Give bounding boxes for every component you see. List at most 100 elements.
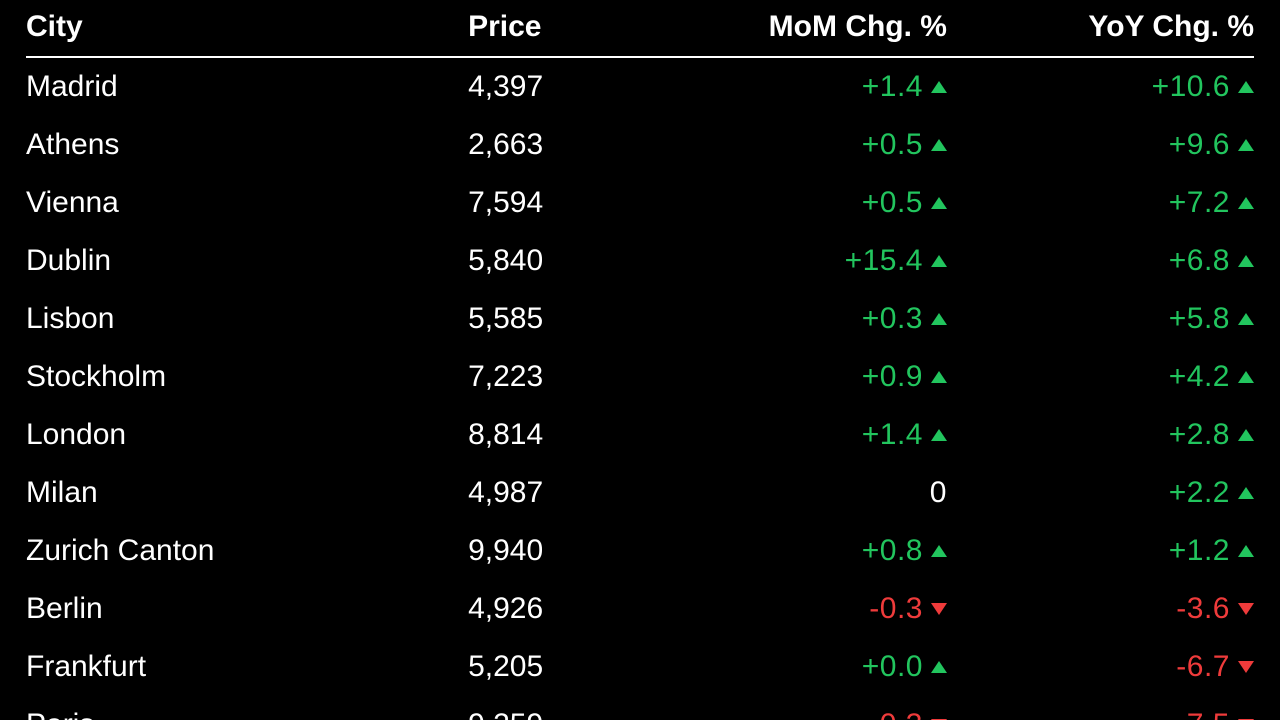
cell-mom: +1.4 bbox=[640, 406, 947, 464]
cell-city: London bbox=[26, 406, 468, 464]
cell-price: 5,585 bbox=[468, 290, 640, 348]
arrow-up-icon bbox=[931, 255, 947, 267]
cell-city: Athens bbox=[26, 116, 468, 174]
mom-change: +15.4 bbox=[845, 244, 947, 278]
mom-value: -0.3 bbox=[869, 592, 923, 626]
cell-mom: +1.4 bbox=[640, 57, 947, 116]
cell-yoy: +6.8 bbox=[947, 232, 1254, 290]
yoy-value: +10.6 bbox=[1152, 70, 1230, 104]
arrow-down-icon bbox=[1238, 603, 1254, 615]
mom-value: +0.5 bbox=[862, 128, 923, 162]
cell-yoy: +10.6 bbox=[947, 57, 1254, 116]
cell-mom: +0.9 bbox=[640, 348, 947, 406]
mom-change: +1.4 bbox=[862, 70, 947, 104]
mom-value: 0 bbox=[930, 476, 947, 510]
arrow-up-icon bbox=[1238, 313, 1254, 325]
mom-value: -0.3 bbox=[869, 708, 923, 720]
mom-value: +15.4 bbox=[845, 244, 923, 278]
cell-price: 2,663 bbox=[468, 116, 640, 174]
table-row: Madrid4,397 +1.4 +10.6 bbox=[26, 57, 1254, 116]
mom-change: -0.3 bbox=[869, 708, 947, 720]
cell-price: 7,594 bbox=[468, 174, 640, 232]
table-row: Zurich Canton9,940+0.8+1.2 bbox=[26, 522, 1254, 580]
mom-change: +0.3 bbox=[862, 302, 947, 336]
cell-yoy: +9.6 bbox=[947, 116, 1254, 174]
cell-mom: +0.5 bbox=[640, 116, 947, 174]
arrow-up-icon bbox=[931, 139, 947, 151]
cell-city: Zurich Canton bbox=[26, 522, 468, 580]
cell-mom: 0 bbox=[640, 464, 947, 522]
mom-change: 0 bbox=[930, 476, 947, 510]
cell-city: Dublin bbox=[26, 232, 468, 290]
cell-yoy: +1.2 bbox=[947, 522, 1254, 580]
cell-price: 7,223 bbox=[468, 348, 640, 406]
mom-value: +0.9 bbox=[862, 360, 923, 394]
arrow-up-icon bbox=[931, 197, 947, 209]
table-row: Dublin5,840+15.4+6.8 bbox=[26, 232, 1254, 290]
mom-value: +0.3 bbox=[862, 302, 923, 336]
table-header-row: City Price MoM Chg. % YoY Chg. % bbox=[26, 0, 1254, 57]
arrow-up-icon bbox=[931, 371, 947, 383]
price-table-container: City Price MoM Chg. % YoY Chg. % Madrid4… bbox=[0, 0, 1280, 720]
yoy-value: +6.8 bbox=[1169, 244, 1230, 278]
yoy-value: -7.5 bbox=[1176, 708, 1230, 720]
cell-price: 5,205 bbox=[468, 638, 640, 696]
cell-city: Stockholm bbox=[26, 348, 468, 406]
yoy-value: +5.8 bbox=[1169, 302, 1230, 336]
price-table: City Price MoM Chg. % YoY Chg. % Madrid4… bbox=[26, 0, 1254, 720]
arrow-up-icon bbox=[1238, 429, 1254, 441]
cell-city: Vienna bbox=[26, 174, 468, 232]
cell-mom: +0.8 bbox=[640, 522, 947, 580]
yoy-change: -3.6 bbox=[1176, 592, 1254, 626]
yoy-value: +2.2 bbox=[1169, 476, 1230, 510]
arrow-up-icon bbox=[931, 429, 947, 441]
cell-mom: +0.5 bbox=[640, 174, 947, 232]
table-body: Madrid4,397 +1.4 +10.6 Athens2,663 +0.5 +9.6 V… bbox=[26, 57, 1254, 720]
cell-city: Frankfurt bbox=[26, 638, 468, 696]
arrow-down-icon bbox=[1238, 661, 1254, 673]
cell-price: 4,397 bbox=[468, 57, 640, 116]
mom-value: +0.8 bbox=[862, 534, 923, 568]
yoy-change: +5.8 bbox=[1169, 302, 1254, 336]
cell-yoy: -7.5 bbox=[947, 696, 1254, 720]
cell-mom: -0.3 bbox=[640, 696, 947, 720]
cell-city: Paris bbox=[26, 696, 468, 720]
table-row: Stockholm7,223 +0.9 +4.2 bbox=[26, 348, 1254, 406]
table-row: Frankfurt5,205+0.0-6.7 bbox=[26, 638, 1254, 696]
table-row: London8,814+1.4+2.8 bbox=[26, 406, 1254, 464]
yoy-value: -6.7 bbox=[1176, 650, 1230, 684]
table-row: Lisbon5,585 +0.3 +5.8 bbox=[26, 290, 1254, 348]
cell-city: Lisbon bbox=[26, 290, 468, 348]
mom-change: +0.5 bbox=[862, 186, 947, 220]
mom-value: +0.5 bbox=[862, 186, 923, 220]
arrow-up-icon bbox=[931, 661, 947, 673]
table-row: Milan4,9870+2.2 bbox=[26, 464, 1254, 522]
cell-yoy: +5.8 bbox=[947, 290, 1254, 348]
arrow-up-icon bbox=[1238, 371, 1254, 383]
mom-change: -0.3 bbox=[869, 592, 947, 626]
cell-yoy: -6.7 bbox=[947, 638, 1254, 696]
table-row: Paris9,259 -0.3 -7.5 bbox=[26, 696, 1254, 720]
table-row: Vienna7,594+0.5+7.2 bbox=[26, 174, 1254, 232]
mom-change: +0.8 bbox=[862, 534, 947, 568]
yoy-change: -6.7 bbox=[1176, 650, 1254, 684]
yoy-change: +2.8 bbox=[1169, 418, 1254, 452]
arrow-up-icon bbox=[1238, 255, 1254, 267]
arrow-up-icon bbox=[931, 545, 947, 557]
cell-yoy: +2.2 bbox=[947, 464, 1254, 522]
yoy-change: +1.2 bbox=[1169, 534, 1254, 568]
cell-mom: +15.4 bbox=[640, 232, 947, 290]
cell-yoy: +4.2 bbox=[947, 348, 1254, 406]
cell-price: 9,259 bbox=[468, 696, 640, 720]
yoy-value: +9.6 bbox=[1169, 128, 1230, 162]
cell-city: Madrid bbox=[26, 57, 468, 116]
col-header-city: City bbox=[26, 0, 468, 57]
yoy-change: +10.6 bbox=[1152, 70, 1254, 104]
cell-city: Berlin bbox=[26, 580, 468, 638]
yoy-change: +2.2 bbox=[1169, 476, 1254, 510]
cell-yoy: +2.8 bbox=[947, 406, 1254, 464]
col-header-mom: MoM Chg. % bbox=[640, 0, 947, 57]
arrow-up-icon bbox=[931, 81, 947, 93]
arrow-up-icon bbox=[1238, 487, 1254, 499]
mom-change: +0.9 bbox=[862, 360, 947, 394]
